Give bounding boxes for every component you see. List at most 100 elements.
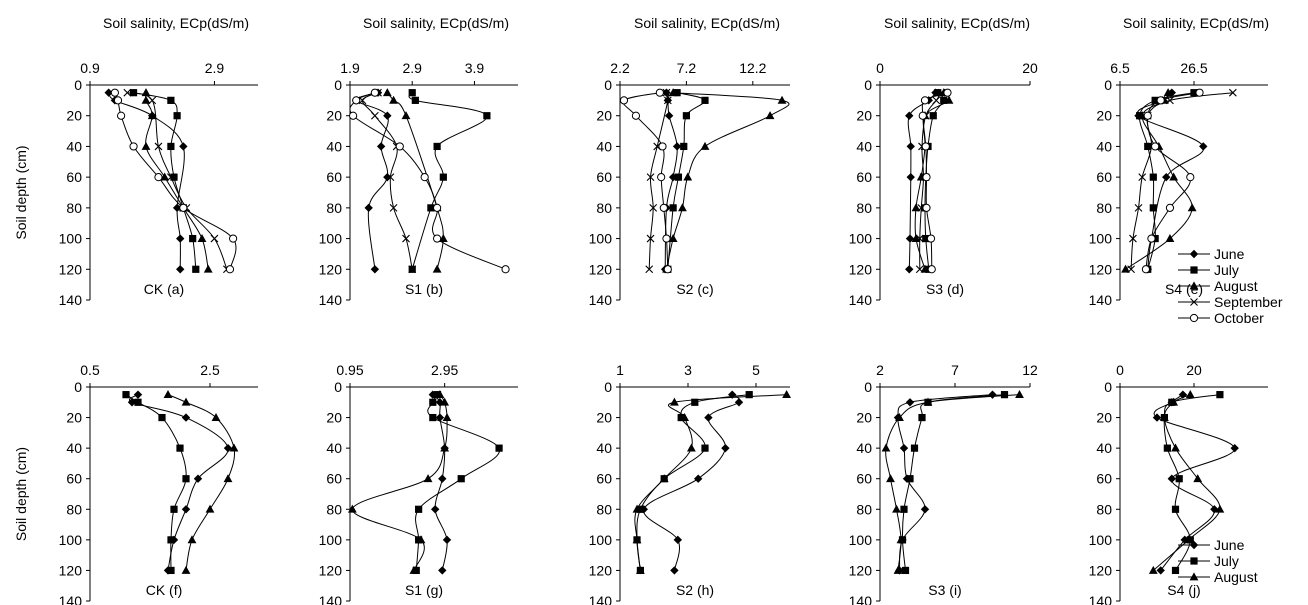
data-point: [187, 535, 197, 544]
data-point: [172, 203, 182, 213]
data-point: [1187, 203, 1197, 212]
y-tick-label: 120: [1089, 261, 1113, 277]
panel-label: CK (f): [146, 582, 183, 598]
data-point: [435, 390, 445, 399]
data-point: [1144, 142, 1152, 151]
y-tick-label: 0: [74, 77, 82, 93]
y-tick-label: 100: [319, 231, 343, 247]
data-point: [167, 173, 175, 182]
data-point: [1151, 96, 1159, 104]
data-point: [745, 391, 753, 399]
data-point: [900, 505, 908, 513]
x-tick-label: 6.5: [1110, 60, 1130, 76]
data-point: [433, 234, 442, 243]
data-point: [646, 173, 655, 182]
x-tick-label: 0: [1116, 362, 1124, 378]
legend-label: June: [1214, 246, 1245, 262]
y-tick-label: 120: [59, 261, 83, 277]
data-point: [176, 265, 185, 274]
data-point: [229, 443, 239, 452]
data-point: [438, 233, 448, 242]
data-point: [386, 173, 395, 182]
legend-marker: [1189, 540, 1199, 550]
y-tick-label: 60: [596, 169, 612, 185]
data-point: [1160, 412, 1169, 421]
data-point: [364, 203, 373, 213]
y-tick-label: 80: [596, 200, 612, 216]
y-tick-label: 100: [589, 231, 613, 247]
data-point: [920, 505, 930, 514]
data-point: [349, 111, 358, 120]
data-point: [170, 505, 178, 513]
y-tick-label: 20: [596, 410, 612, 426]
panel-label: S4 (j): [1167, 582, 1200, 598]
y-tick-label: 40: [66, 440, 82, 456]
data-point: [632, 535, 642, 544]
data-point: [1147, 234, 1156, 243]
data-point: [1129, 234, 1137, 243]
data-point: [432, 264, 442, 273]
data-point: [932, 96, 941, 105]
x-tick-label: 7.2: [677, 60, 697, 76]
data-point: [700, 141, 710, 150]
panel-label: S2 (h): [676, 582, 714, 598]
series-october: [918, 88, 952, 274]
panel-label: S3 (i): [928, 582, 961, 598]
data-point: [429, 398, 437, 406]
data-point: [501, 265, 510, 274]
y-tick-label: 120: [589, 562, 613, 578]
data-point: [728, 390, 737, 399]
data-point: [920, 264, 930, 273]
data-point: [691, 398, 699, 406]
data-point: [438, 474, 447, 483]
data-point: [408, 265, 417, 274]
y-tick-label: 20: [66, 410, 82, 426]
data-point: [906, 172, 915, 182]
y-tick-label: 0: [334, 77, 342, 93]
data-point: [1138, 173, 1147, 182]
panel-8: 1 3 5 0 20 40 60 80 100 120 140 S2 (h): [589, 362, 791, 605]
x-tick-label: 3.9: [465, 60, 485, 76]
data-point: [1143, 111, 1152, 120]
data-point: [1185, 390, 1195, 399]
x-tick-label: 2.9: [402, 60, 422, 76]
data-point: [1230, 443, 1239, 453]
series-august: [881, 390, 1024, 574]
data-point: [918, 111, 927, 120]
data-point: [133, 390, 143, 399]
legend-marker: [1190, 266, 1198, 274]
data-point: [682, 112, 691, 120]
y-tick-label: 0: [1104, 379, 1112, 395]
data-point: [167, 566, 175, 575]
data-point: [905, 398, 915, 407]
data-point: [1162, 172, 1171, 182]
data-point: [170, 173, 178, 181]
data-point: [223, 474, 233, 483]
y-tick-label: 140: [849, 292, 873, 308]
data-point: [141, 141, 151, 150]
series-july: [408, 89, 491, 273]
legend-label: August: [1214, 278, 1258, 294]
x-tick-label: 20: [1022, 60, 1038, 76]
data-point: [225, 265, 235, 274]
data-point: [167, 142, 175, 151]
data-point: [910, 444, 919, 452]
series-july: [412, 391, 503, 575]
y-tick-label: 140: [319, 593, 343, 605]
data-point: [433, 142, 441, 151]
data-point: [927, 265, 936, 274]
series-line: [1125, 92, 1193, 270]
data-point: [167, 536, 175, 544]
series-september: [645, 88, 672, 274]
data-point: [1171, 566, 1180, 575]
data-point: [1149, 204, 1157, 212]
panel-3: 2.2 7.2 12.2 0 20 40 60 80 100 120 140 S2 (c) Soil s…: [589, 15, 790, 308]
data-point: [905, 234, 915, 243]
data-point: [1167, 88, 1176, 97]
data-point: [669, 204, 677, 212]
series-july: [129, 89, 200, 273]
data-point: [896, 535, 906, 544]
